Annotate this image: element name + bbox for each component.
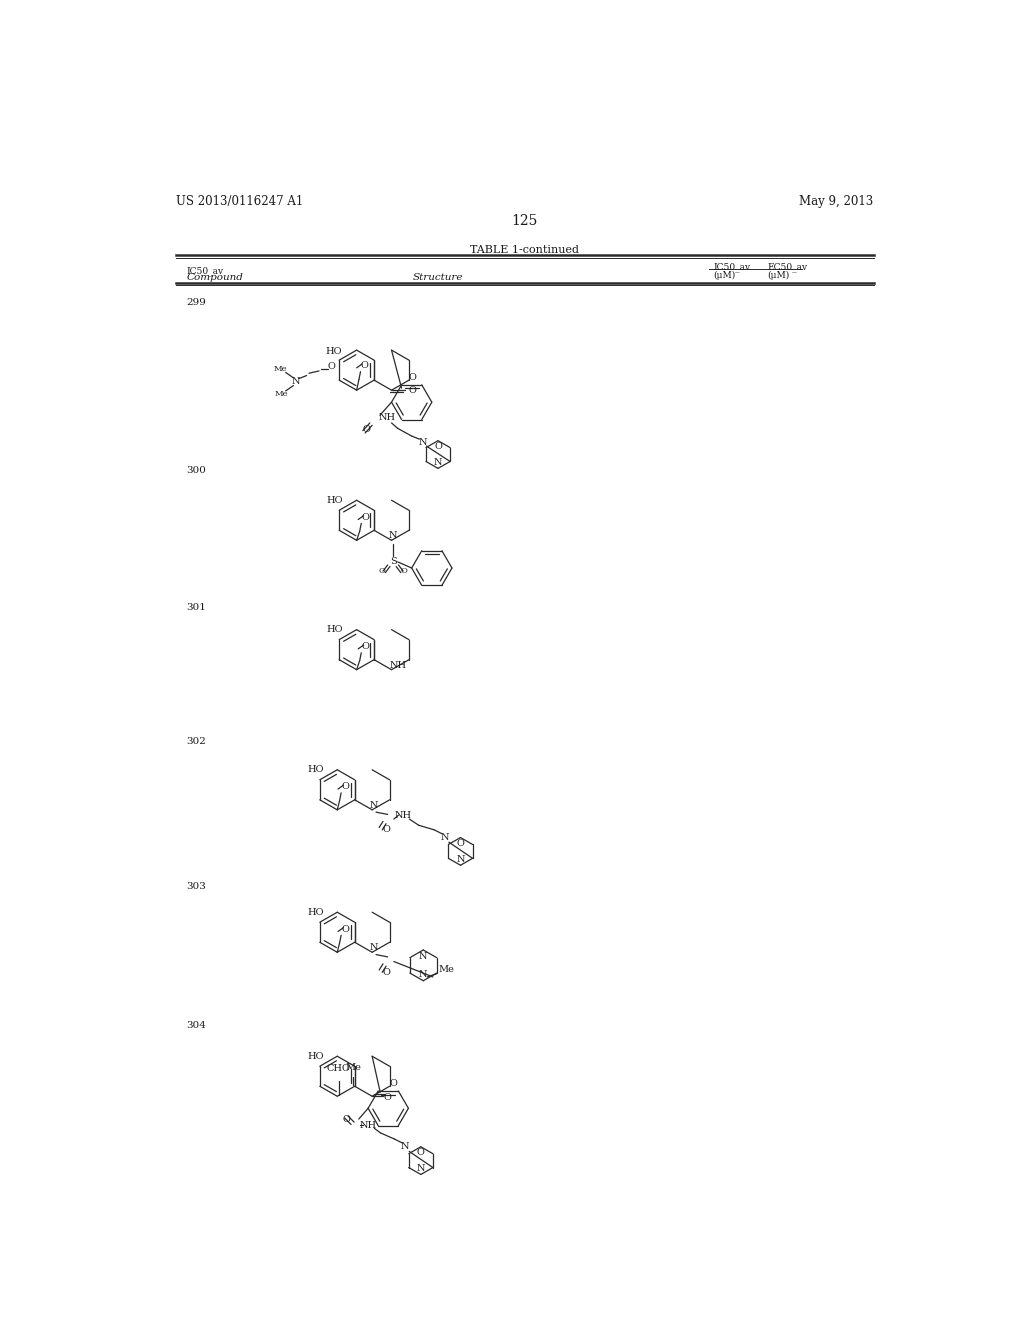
- Text: O: O: [417, 1148, 425, 1158]
- Text: NH: NH: [394, 812, 412, 821]
- Text: N: N: [292, 378, 300, 387]
- Text: O: O: [328, 362, 336, 371]
- Text: N: N: [419, 952, 428, 961]
- Text: TABLE 1-continued: TABLE 1-continued: [470, 244, 580, 255]
- Text: S: S: [390, 557, 396, 566]
- Text: HO: HO: [327, 626, 343, 634]
- Text: O: O: [341, 925, 349, 933]
- Text: 302: 302: [186, 738, 206, 746]
- Text: O: O: [400, 568, 408, 576]
- Text: O: O: [389, 1080, 397, 1089]
- Text: US 2013/0116247 A1: US 2013/0116247 A1: [176, 195, 303, 209]
- Text: NH: NH: [389, 660, 407, 669]
- Text: O: O: [341, 783, 349, 791]
- Text: N: N: [434, 458, 442, 467]
- Text: O: O: [342, 1114, 350, 1123]
- Text: HO: HO: [307, 908, 324, 916]
- Text: Me: Me: [274, 389, 288, 399]
- Text: N: N: [389, 531, 397, 540]
- Text: O: O: [382, 968, 390, 977]
- Text: O: O: [384, 1093, 391, 1102]
- Text: 299: 299: [186, 298, 206, 306]
- Text: N: N: [370, 944, 378, 952]
- Text: HO: HO: [307, 766, 324, 775]
- Text: Me: Me: [273, 366, 287, 374]
- Text: O: O: [360, 362, 369, 370]
- Text: Compound: Compound: [186, 273, 243, 282]
- Text: NH: NH: [378, 413, 395, 422]
- Text: O: O: [382, 825, 390, 834]
- Text: Me: Me: [345, 1064, 361, 1072]
- Text: NH: NH: [359, 1121, 377, 1130]
- Text: N: N: [440, 833, 450, 842]
- Text: HO: HO: [307, 1052, 324, 1061]
- Text: 300: 300: [186, 466, 206, 475]
- Text: O: O: [409, 385, 417, 395]
- Text: May 9, 2013: May 9, 2013: [800, 195, 873, 209]
- Text: IC50_av: IC50_av: [713, 263, 751, 272]
- Text: 303: 303: [186, 882, 206, 891]
- Text: N: N: [419, 970, 428, 979]
- Text: CHO: CHO: [327, 1064, 351, 1073]
- Text: N: N: [457, 854, 465, 863]
- Text: 301: 301: [186, 603, 206, 612]
- Text: N: N: [418, 438, 427, 446]
- Text: O: O: [457, 840, 465, 849]
- Text: 304: 304: [186, 1020, 206, 1030]
- Text: 125: 125: [512, 214, 538, 228]
- Text: Structure: Structure: [413, 273, 463, 282]
- Text: N: N: [417, 1164, 425, 1173]
- Text: HO: HO: [327, 496, 343, 504]
- Text: O: O: [409, 374, 416, 383]
- Text: O: O: [362, 425, 371, 434]
- Text: EC50_av: EC50_av: [767, 263, 808, 272]
- Text: Me: Me: [438, 965, 455, 974]
- Text: N: N: [370, 801, 378, 809]
- Text: O: O: [361, 642, 369, 651]
- Text: IC50_av: IC50_av: [186, 267, 223, 276]
- Text: O: O: [361, 512, 369, 521]
- Text: O: O: [434, 442, 442, 451]
- Text: (μM): (μM): [767, 271, 790, 280]
- Text: N: N: [401, 1142, 410, 1151]
- Text: O: O: [379, 568, 386, 576]
- Text: HO: HO: [326, 347, 342, 356]
- Text: (μM): (μM): [713, 271, 735, 280]
